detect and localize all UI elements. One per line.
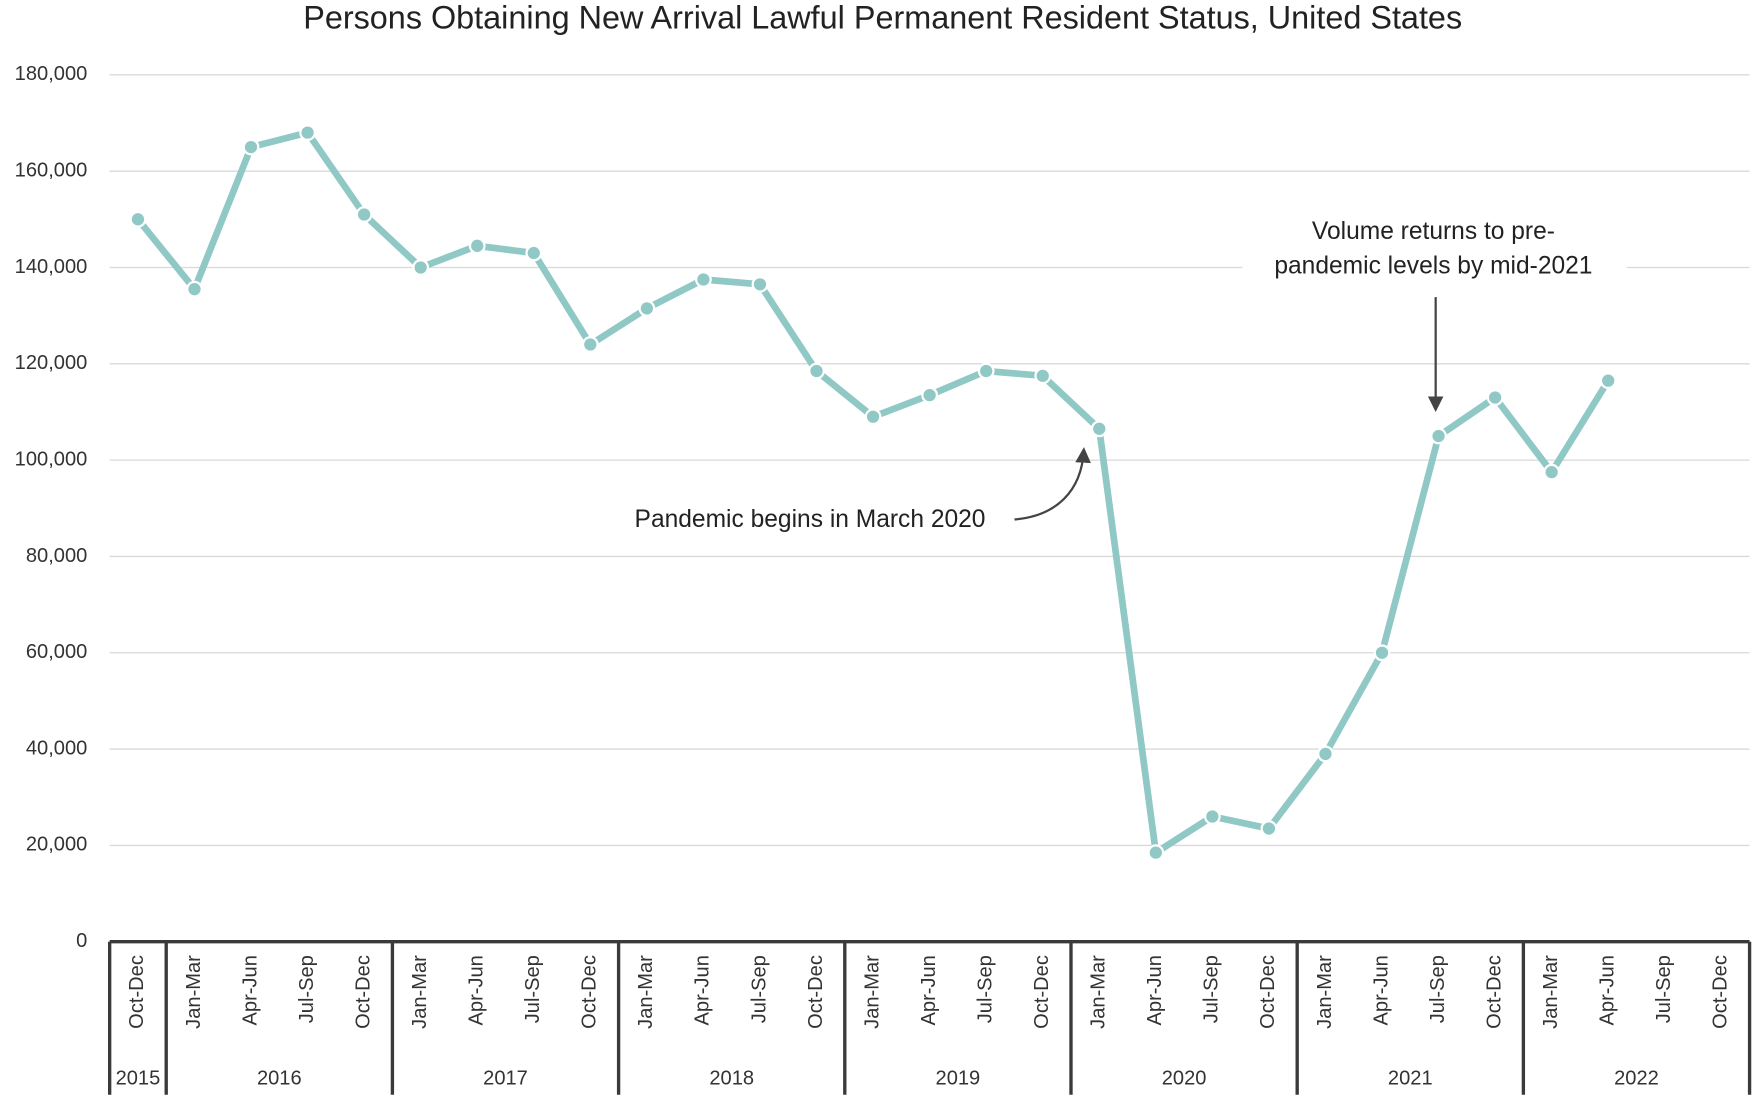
- x-tick-label: Jul-Sep: [1201, 955, 1223, 1023]
- data-point: [242, 138, 260, 156]
- annotation-bg: [1242, 212, 1627, 286]
- data-point: [581, 336, 599, 353]
- data-point: [638, 300, 656, 317]
- data-point: [864, 408, 882, 426]
- group-label: 2018: [709, 1067, 754, 1089]
- annotation-arrow: [1014, 447, 1091, 521]
- x-tick-label: Jan-Mar: [409, 955, 431, 1029]
- x-tick-label: Jan-Mar: [183, 955, 205, 1029]
- group-label: 2021: [1388, 1067, 1433, 1089]
- y-tick-label: 140,000: [15, 256, 88, 278]
- data-point: [1486, 389, 1504, 406]
- data-point: [129, 210, 147, 228]
- y-tick-label: 180,000: [15, 63, 88, 85]
- group-label: 2016: [257, 1067, 302, 1089]
- data-point: [921, 386, 938, 404]
- y-tick-label: 0: [76, 930, 87, 952]
- data-point: [355, 206, 373, 223]
- x-tick-label: Oct-Dec: [1710, 955, 1732, 1029]
- x-tick-label: Oct-Dec: [1483, 955, 1505, 1029]
- x-tick-label: Jan-Mar: [861, 955, 883, 1029]
- y-tick-label: 80,000: [26, 545, 87, 567]
- x-tick-label: Oct-Dec: [1031, 955, 1053, 1029]
- data-point: [412, 259, 430, 276]
- x-tick-label: Oct-Dec: [805, 955, 827, 1029]
- x-tick-label: Oct-Dec: [352, 955, 374, 1029]
- x-tick-label: Apr-Jun: [692, 955, 714, 1025]
- data-point: [1203, 808, 1221, 825]
- x-tick-label: Jul-Sep: [1653, 955, 1675, 1023]
- x-tick-label: Jan-Mar: [1540, 955, 1562, 1029]
- y-tick-label: 20,000: [26, 834, 87, 856]
- y-tick-label: 100,000: [15, 448, 88, 470]
- data-point: [525, 244, 543, 262]
- x-tick-label: Apr-Jun: [1370, 955, 1392, 1025]
- x-tick-label: Jan-Mar: [1314, 955, 1336, 1029]
- data-point: [977, 362, 995, 380]
- data-point: [1543, 463, 1561, 481]
- x-tick-label: Oct-Dec: [126, 955, 148, 1029]
- group-label: 2015: [116, 1067, 161, 1089]
- data-point: [1373, 644, 1391, 662]
- data-point: [808, 362, 825, 380]
- chart-title: Persons Obtaining New Arrival Lawful Per…: [303, 0, 1462, 36]
- x-tick-label: Jul-Sep: [1427, 955, 1449, 1023]
- x-tick-label: Apr-Jun: [466, 955, 488, 1025]
- data-point: [695, 271, 712, 288]
- data-point: [1034, 367, 1052, 385]
- annotation: Volume returns to pre-: [1312, 218, 1555, 245]
- y-tick-label: 120,000: [15, 352, 88, 374]
- data-point: [468, 237, 486, 255]
- x-tick-label: Jan-Mar: [1088, 955, 1110, 1029]
- x-tick-label: Jul-Sep: [974, 955, 996, 1023]
- x-tick-label: Oct-Dec: [579, 955, 601, 1029]
- data-point: [1599, 372, 1617, 390]
- group-label: 2020: [1162, 1067, 1207, 1089]
- x-tick-label: Oct-Dec: [1257, 955, 1279, 1029]
- x-tick-label: Jan-Mar: [635, 955, 657, 1029]
- data-point: [1317, 745, 1334, 763]
- data-point: [1260, 820, 1278, 837]
- group-label: 2019: [936, 1067, 981, 1089]
- x-tick-label: Jul-Sep: [296, 955, 318, 1023]
- x-tick-label: Apr-Jun: [918, 955, 940, 1025]
- group-label: 2017: [483, 1067, 528, 1089]
- data-point: [751, 275, 769, 293]
- annotation: Pandemic begins in March 2020: [635, 506, 986, 533]
- data-point: [299, 124, 316, 142]
- x-tick-label: Apr-Jun: [1144, 955, 1166, 1025]
- annotation: pandemic levels by mid-2021: [1274, 252, 1592, 279]
- group-label: 2022: [1614, 1067, 1659, 1089]
- y-tick-label: 60,000: [26, 641, 87, 663]
- data-point: [1090, 420, 1108, 438]
- x-tick-label: Apr-Jun: [239, 955, 261, 1025]
- y-tick-label: 160,000: [15, 159, 88, 181]
- x-tick-label: Jul-Sep: [522, 955, 544, 1023]
- y-tick-label: 40,000: [26, 737, 87, 759]
- data-point: [1147, 844, 1165, 862]
- x-tick-label: Apr-Jun: [1597, 955, 1619, 1025]
- data-point: [1430, 427, 1447, 445]
- x-tick-label: Jul-Sep: [748, 955, 770, 1023]
- data-point: [186, 280, 203, 298]
